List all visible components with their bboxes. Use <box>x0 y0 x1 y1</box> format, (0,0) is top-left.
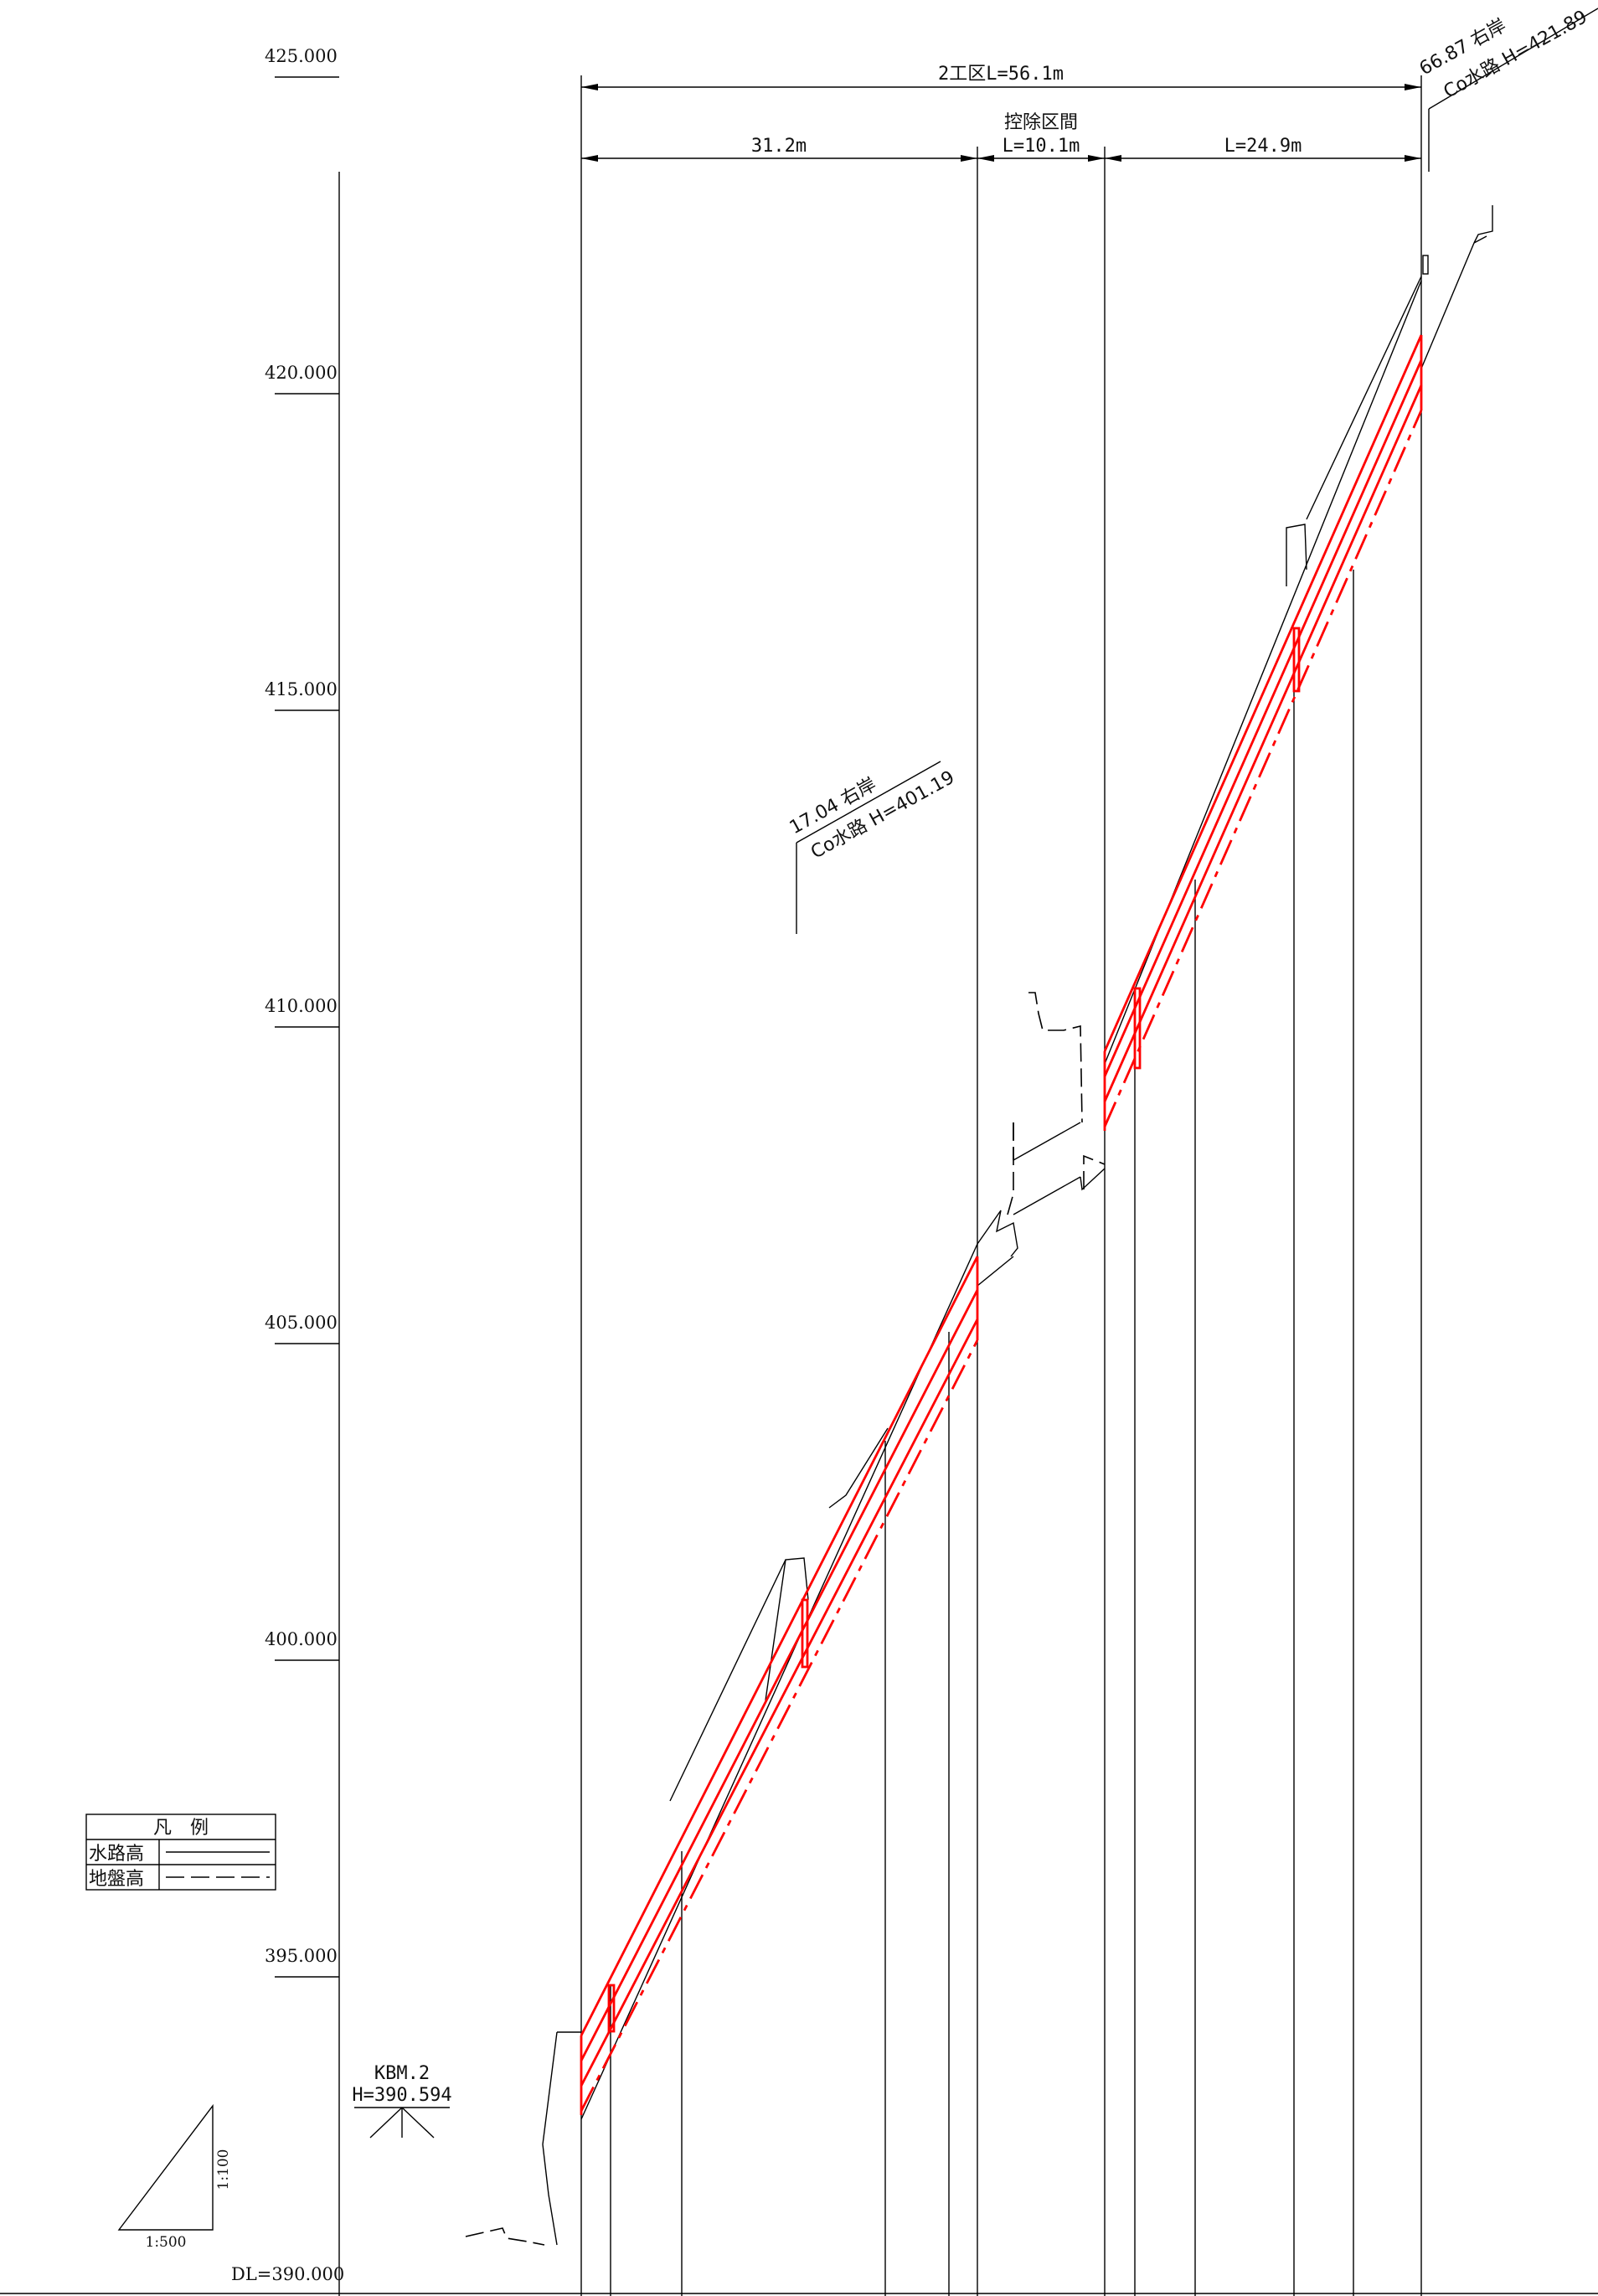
channel-line <box>580 1289 979 2061</box>
legend-title: 凡 例 <box>153 1818 209 1839</box>
arrow-left-icon <box>977 155 994 162</box>
arrow-right-icon <box>1088 155 1105 162</box>
legend-label-channel: 水路高 <box>89 1844 144 1865</box>
elevation-label-410: 410.000 <box>265 996 338 1016</box>
arrow-right-icon <box>961 155 977 162</box>
elevation-label-395: 395.000 <box>265 1946 338 1966</box>
leader-line <box>796 761 941 844</box>
post-marker <box>1422 255 1429 275</box>
vertical-scale-label: 1:100 <box>215 2149 232 2190</box>
elevation-label-405: 405.000 <box>265 1313 338 1333</box>
channel-joint <box>1133 987 1142 1070</box>
channel-ground-dashed <box>580 1339 979 2112</box>
benchmark-symbol-icon <box>401 2107 435 2139</box>
benchmark-name: KBM.2 <box>374 2063 430 2084</box>
terrain-line <box>1473 235 1487 244</box>
channel-line <box>1103 384 1423 1102</box>
terrain-ground-dashed <box>1007 1122 1014 1215</box>
channel-joint <box>607 1984 616 2033</box>
elevation-label-425: 425.000 <box>265 46 338 66</box>
terrain-ground-dashed <box>1083 1154 1106 1189</box>
arrow-right-icon <box>1405 155 1421 162</box>
terrain-line <box>1306 276 1422 520</box>
terrain-line <box>977 1256 1014 1287</box>
channel-joint <box>801 1598 809 1669</box>
excluded-segment-label: L=10.1m <box>1003 136 1080 157</box>
legend-frame <box>85 1814 276 1891</box>
dimension-lines: 2工区L=56.1m 31.2m 控除区間 L=10.1m L=24.9m <box>581 64 1421 162</box>
benchmark-height: H=390.594 <box>352 2085 451 2106</box>
terrain-line <box>828 1427 889 1509</box>
mid-channel-annotation: 17.04 右岸 Co水路 H=401.19 <box>786 761 958 934</box>
terrain-line <box>1013 1176 1081 1215</box>
scale-triangle-shape <box>117 2103 214 2231</box>
elevation-label-420: 420.000 <box>265 363 338 383</box>
arrow-right-icon <box>1405 84 1421 90</box>
terrain-line <box>1286 524 1307 586</box>
terrain-line <box>977 1210 1018 1257</box>
existing-terrain <box>465 205 1493 2246</box>
terrain-line <box>580 1243 978 2120</box>
terrain-ground-dashed <box>1028 992 1083 1123</box>
elevation-label-400: 400.000 <box>265 1629 338 1649</box>
left-segment-label: 31.2m <box>751 136 807 157</box>
channel-line <box>580 1318 979 2087</box>
channel-top-line <box>580 1256 979 2036</box>
datum-label: DL=390.000 <box>231 2264 344 2284</box>
scale-triangle: 1:500 1:100 <box>117 2103 232 2251</box>
channel-joint <box>1292 627 1301 693</box>
arrow-left-icon <box>581 84 598 90</box>
benchmark-symbol-icon <box>369 2107 403 2139</box>
right-segment-label: L=24.9m <box>1224 136 1302 157</box>
terrain-ground-dashed <box>465 2227 545 2246</box>
station-lines <box>580 75 1422 2296</box>
terrain-line <box>1013 1122 1081 1161</box>
benchmark: KBM.2 H=390.594 <box>352 2063 452 2139</box>
legend-label-ground: 地盤高 <box>89 1869 144 1890</box>
terrain-line <box>1420 242 1475 369</box>
channel-line <box>1103 359 1423 1077</box>
excluded-section-title: 控除区間 <box>1004 112 1078 133</box>
total-length-label: 2工区L=56.1m <box>938 64 1064 85</box>
terrain-line <box>1080 1168 1106 1191</box>
arrow-left-icon <box>581 155 598 162</box>
channel-profile <box>580 334 1423 2115</box>
arrow-left-icon <box>1105 155 1121 162</box>
leader-line <box>1428 8 1598 110</box>
channel-ground-dashed <box>1103 410 1423 1127</box>
terrain-line <box>669 1559 786 1802</box>
upper-channel-annotation: 66.87 右岸 Co水路 H=421.89 <box>1416 7 1598 172</box>
legend: 凡 例 水路高 地盤高 <box>85 1814 276 1891</box>
terrain-line <box>542 2031 558 2246</box>
terrain-line <box>765 1557 809 1701</box>
elevation-label-415: 415.000 <box>265 679 338 699</box>
elevation-scale: 425.000 420.000 415.000 410.000 405.000 … <box>231 46 344 2296</box>
channel-top-line <box>1103 334 1423 1052</box>
horizontal-scale-label: 1:500 <box>146 2234 187 2251</box>
terrain-line <box>1473 205 1493 244</box>
